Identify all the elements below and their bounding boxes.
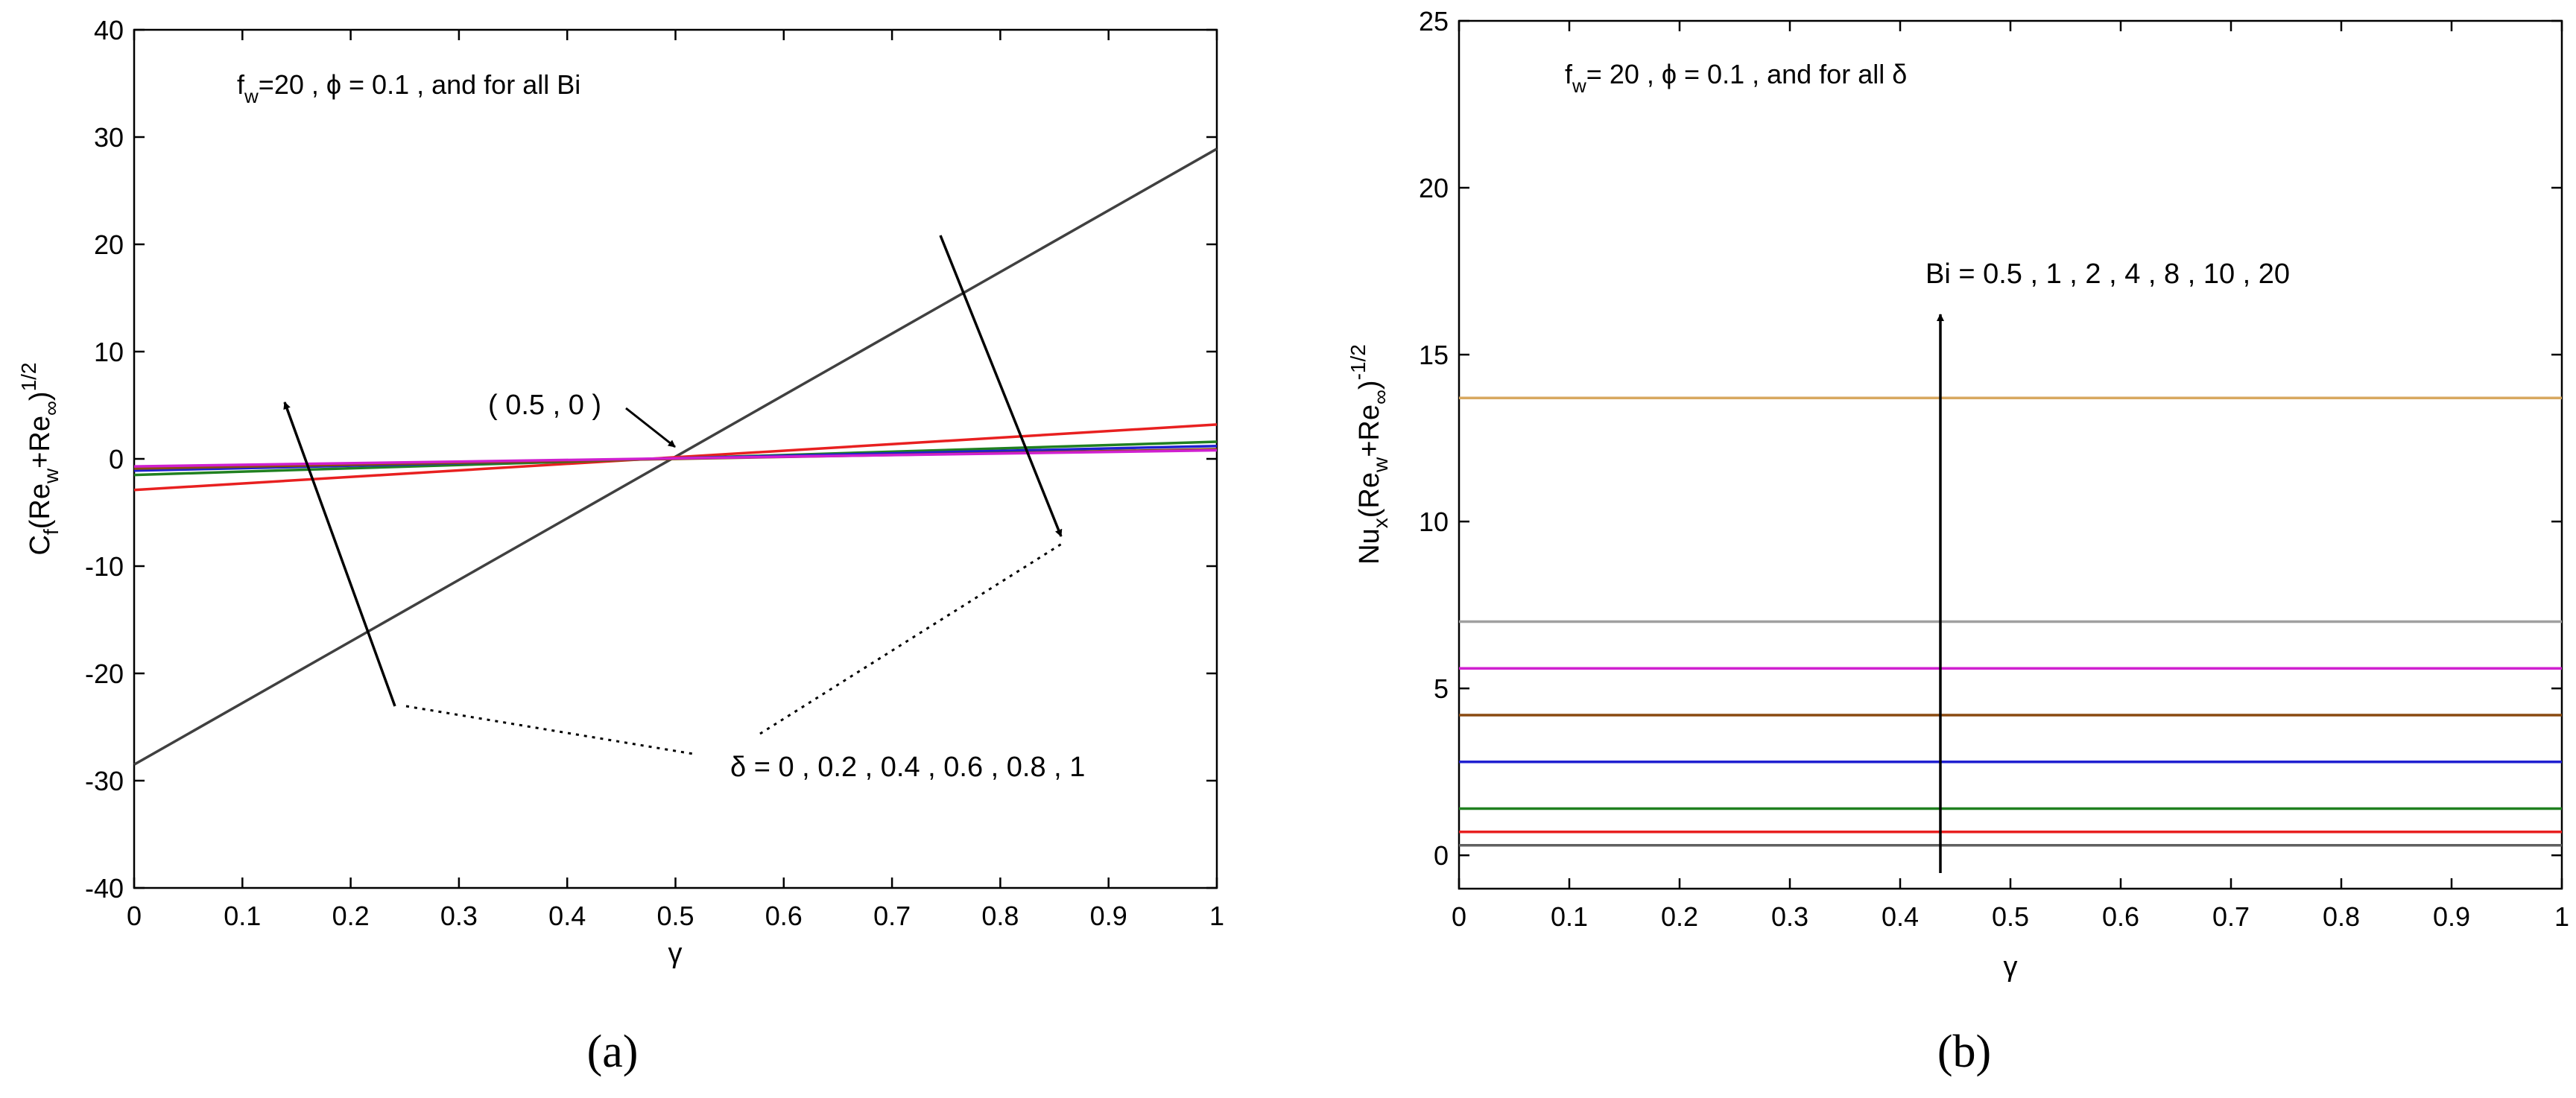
x-tick-label-a-3: 0.3: [440, 901, 478, 931]
y-tick-label-b-0: 0: [1434, 840, 1449, 871]
delta-arrow-right: [939, 235, 1063, 537]
x-tick-label-a-2: 0.2: [332, 901, 370, 931]
x-tick-label-b-3: 0.3: [1771, 901, 1808, 932]
y-tick-label-a-4: 0: [109, 444, 124, 475]
ticks-group-a: 0 0.1 0.2 0.3 0.4 0.5 0.6 0.7 0.8 0.9 1 -40 -30 -20 -1…: [85, 15, 1224, 931]
y-tick-label-b-2: 10: [1419, 507, 1449, 537]
series-group-b: [1459, 396, 2562, 847]
y-tick-label-a-8: 40: [94, 15, 124, 45]
y-tick-label-b-3: 15: [1419, 340, 1449, 370]
x-tick-label-a-5: 0.5: [656, 901, 694, 931]
x-tick-label-b-10: 1: [2554, 901, 2569, 932]
point-arrow: [625, 407, 676, 448]
x-tick-label-b-9: 0.9: [2433, 901, 2470, 932]
x-axis-label-b: γ: [2004, 951, 2018, 983]
x-tick-label-b-7: 0.7: [2212, 901, 2250, 932]
x-axis-label-a: γ: [668, 938, 683, 969]
x-tick-label-b-6: 0.6: [2102, 901, 2139, 932]
x-tick-label-b-1: 0.1: [1551, 901, 1588, 932]
y-tick-label-a-0: -40: [85, 873, 124, 904]
x-tick-label-b-8: 0.8: [2323, 901, 2360, 932]
x-tick-label-a-1: 0.1: [224, 901, 261, 931]
chart-panel-b: 0 0.1 0.2 0.3 0.4 0.5 0.6 0.7 0.8 0.9 10510152025 …: [1346, 6, 2569, 1077]
x-tick-label-a-4: 0.4: [548, 901, 586, 931]
point-label: ( 0.5 , 0 ): [488, 390, 601, 421]
y-tick-label-b-1: 5: [1434, 673, 1449, 704]
y-tick-label-a-2: -20: [85, 659, 124, 689]
params-annotation-b: fw= 20 , ϕ = 0.1 , and for all δ: [1565, 59, 1907, 97]
x-tick-label-a-7: 0.7: [873, 901, 911, 931]
x-tick-label-a-8: 0.8: [981, 901, 1019, 931]
chart-panel-a: 0 0.1 0.2 0.3 0.4 0.5 0.6 0.7 0.8 0.9 1 -40 -30 -20 -1…: [17, 15, 1224, 1077]
params-annotation-a: fw=20 , ϕ = 0.1 , and for all Bi: [237, 69, 580, 107]
delta-label: δ = 0 , 0.2 , 0.4 , 0.6 , 0.8 , 1: [730, 752, 1085, 783]
x-tick-label-b-2: 0.2: [1661, 901, 1698, 932]
x-tick-label-b-0: 0: [1452, 901, 1466, 932]
caption-b: (b): [1937, 1026, 1991, 1077]
x-tick-label-b-4: 0.4: [1882, 901, 1919, 932]
delta-leader-right: [759, 541, 1065, 735]
x-tick-label-a-10: 1: [1209, 901, 1224, 931]
y-axis-label-a: Cf(Rew+Re∞)1/2: [17, 362, 63, 555]
y-tick-label-a-6: 20: [94, 229, 124, 260]
caption-a: (a): [587, 1026, 639, 1077]
y-tick-label-b-5: 25: [1419, 6, 1449, 37]
series-line-a-5: [133, 448, 1218, 468]
x-tick-label-a-6: 0.6: [765, 901, 803, 931]
x-tick-label-a-9: 0.9: [1090, 901, 1127, 931]
y-tick-label-a-7: 30: [94, 122, 124, 153]
y-tick-label-b-4: 20: [1419, 173, 1449, 203]
y-axis-label-b: Nux(Rew+Re∞)-1/2: [1346, 344, 1392, 565]
x-tick-label-a-0: 0: [127, 901, 142, 931]
y-tick-label-a-5: 10: [94, 337, 124, 367]
series-group-a: [133, 147, 1218, 766]
y-tick-label-a-1: -30: [85, 766, 124, 796]
bi-label: Bi = 0.5 , 1 , 2 , 4 , 8 , 10 , 20: [1925, 258, 2290, 290]
delta-arrow-left: [283, 402, 396, 707]
plot-area-b: [1458, 19, 2563, 890]
x-tick-label-b-5: 0.5: [1992, 901, 2029, 932]
y-tick-label-a-3: -10: [85, 551, 124, 582]
